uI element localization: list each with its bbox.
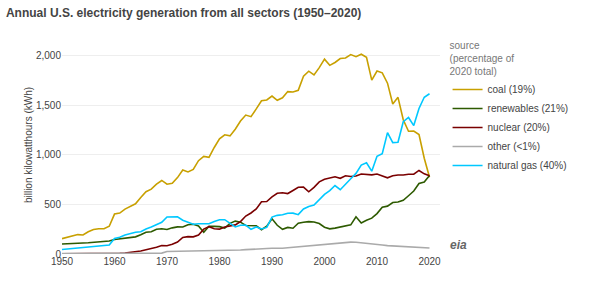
svg-text:Annual U.S. electricity genera: Annual U.S. electricity generation from … (6, 6, 361, 20)
svg-text:1960: 1960 (103, 256, 126, 267)
svg-text:0: 0 (55, 249, 61, 260)
svg-text:2,000: 2,000 (36, 50, 61, 61)
svg-text:source(percentage of2020 total: source(percentage of2020 total) (450, 40, 515, 77)
svg-text:eia: eia (450, 238, 467, 252)
svg-text:billion kilowatthours (kWh): billion kilowatthours (kWh) (23, 87, 34, 203)
svg-text:coal (19%): coal (19%) (488, 84, 536, 95)
svg-text:1,000: 1,000 (36, 149, 61, 160)
svg-text:2010: 2010 (366, 256, 389, 267)
svg-text:1990: 1990 (261, 256, 284, 267)
svg-text:natural gas (40%): natural gas (40%) (488, 160, 567, 171)
svg-text:500: 500 (44, 199, 61, 210)
svg-text:1950: 1950 (51, 256, 74, 267)
svg-text:1970: 1970 (156, 256, 179, 267)
svg-text:other (<1%): other (<1%) (488, 141, 541, 152)
svg-text:2020: 2020 (418, 256, 441, 267)
svg-text:2000: 2000 (313, 256, 336, 267)
svg-text:nuclear (20%): nuclear (20%) (488, 122, 550, 133)
svg-text:1,500: 1,500 (36, 100, 61, 111)
svg-text:renewables (21%): renewables (21%) (488, 103, 569, 114)
svg-text:1980: 1980 (208, 256, 231, 267)
